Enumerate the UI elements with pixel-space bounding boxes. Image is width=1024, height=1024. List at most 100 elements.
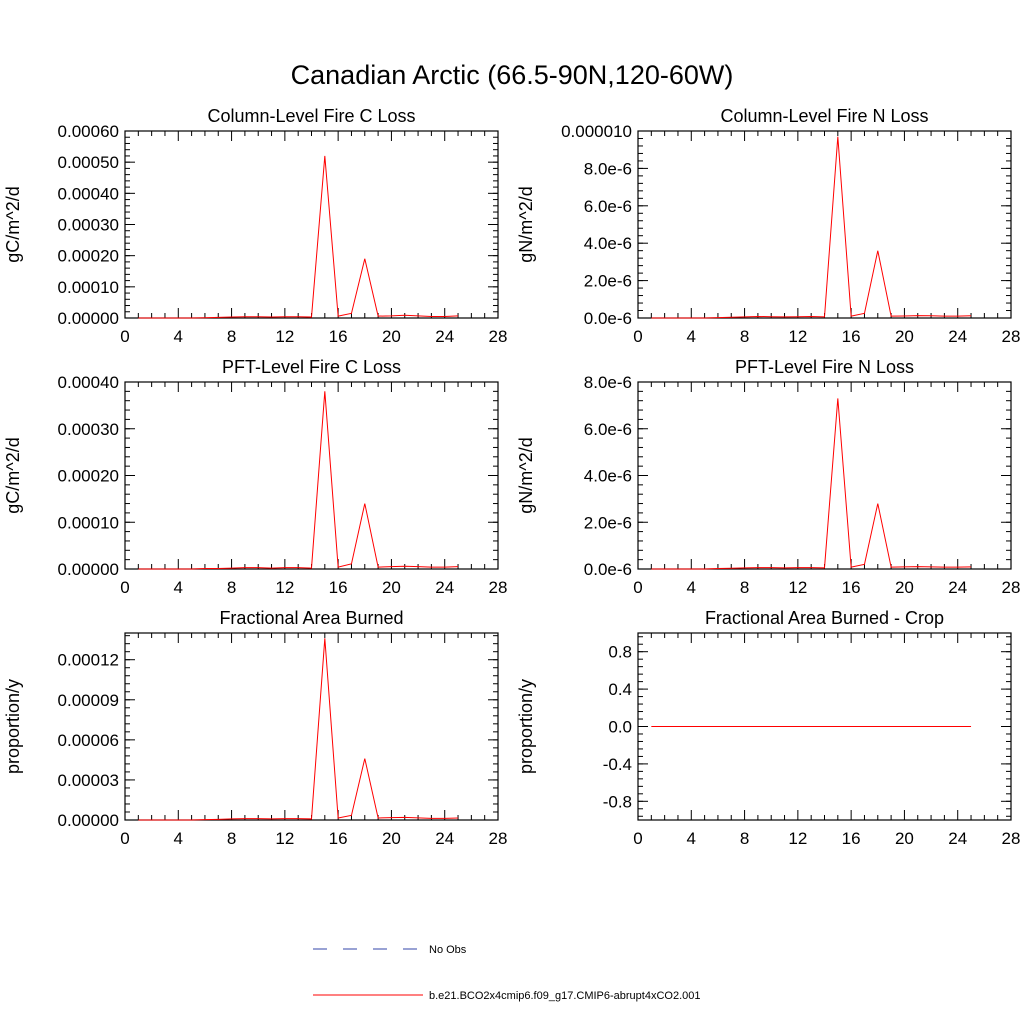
panel-4: PFT-Level Fire N Loss gN/m^2/d 0 4 8 12 16 20 24… xyxy=(516,357,1020,597)
y-tick-label: 0.00040 xyxy=(58,373,119,392)
y-tick-label: 0.00006 xyxy=(58,731,119,750)
x-tick-label: 24 xyxy=(948,327,967,346)
y-tick-label: 0.00000 xyxy=(58,811,119,830)
x-tick-label: 28 xyxy=(1002,829,1021,848)
x-tick-label: 12 xyxy=(275,578,294,597)
y-tick-label: 0.00020 xyxy=(58,467,119,486)
y-tick-label: 0.00010 xyxy=(58,513,119,532)
x-tick-label: 24 xyxy=(948,829,967,848)
panels: Column-Level Fire C Loss gC/m^2/d 0 4 8 12 16 2… xyxy=(3,106,1020,848)
x-tick-label: 4 xyxy=(687,327,696,346)
x-tick-label: 16 xyxy=(842,578,861,597)
y-tick-label: 8.0e-6 xyxy=(584,159,632,178)
y-tick-label: 0.0e-6 xyxy=(584,560,632,579)
series-line xyxy=(651,136,972,319)
y-tick-label: 0.00000 xyxy=(58,309,119,328)
x-tick-label: 8 xyxy=(740,829,749,848)
x-tick-label: 12 xyxy=(788,829,807,848)
panel-1: Column-Level Fire C Loss gC/m^2/d 0 4 8 12 16 2… xyxy=(3,106,507,346)
x-tick-label: 8 xyxy=(740,327,749,346)
y-tick-label: 2.0e-6 xyxy=(584,513,632,532)
x-tick-label: 4 xyxy=(687,829,696,848)
x-tick-label: 28 xyxy=(489,578,508,597)
x-tick-label: 12 xyxy=(275,327,294,346)
x-tick-label: 12 xyxy=(788,327,807,346)
y-tick-label: 0.00050 xyxy=(58,153,119,172)
x-tick-label: 24 xyxy=(435,327,454,346)
panel-title: Fractional Area Burned xyxy=(219,608,403,628)
series-line xyxy=(138,155,459,319)
x-tick-label: 12 xyxy=(275,829,294,848)
y-tick-label: 0.00010 xyxy=(58,278,119,297)
panel-title: PFT-Level Fire N Loss xyxy=(735,357,914,377)
x-tick-label: 28 xyxy=(1002,578,1021,597)
y-tick-label: 0.00060 xyxy=(58,122,119,141)
series-line xyxy=(651,398,972,570)
y-tick-label: 4.0e-6 xyxy=(584,234,632,253)
panel-3: PFT-Level Fire C Loss gC/m^2/d 0 4 8 12 16 20 24… xyxy=(3,357,507,597)
x-tick-label: 16 xyxy=(842,829,861,848)
y-axis-label: proportion/y xyxy=(3,679,23,774)
x-tick-label: 4 xyxy=(174,829,183,848)
plot-frame xyxy=(124,632,499,821)
x-tick-label: 24 xyxy=(435,578,454,597)
y-tick-label: 0.000010 xyxy=(561,122,632,141)
x-tick-label: 28 xyxy=(1002,327,1021,346)
x-tick-label: 20 xyxy=(895,327,914,346)
plot-frame xyxy=(637,130,1012,319)
panel-title: Column-Level Fire N Loss xyxy=(720,106,928,126)
legend-model-label: b.e21.BCO2x4cmip6.f09_g17.CMIP6-abrupt4x… xyxy=(429,990,701,1002)
y-tick-label: 0.00012 xyxy=(58,651,119,670)
x-tick-label: 8 xyxy=(227,578,236,597)
x-tick-label: 4 xyxy=(687,578,696,597)
x-tick-label: 28 xyxy=(489,327,508,346)
y-axis-label: gN/m^2/d xyxy=(516,437,536,513)
x-tick-label: 20 xyxy=(382,327,401,346)
x-tick-label: 20 xyxy=(382,578,401,597)
y-axis-label: gN/m^2/d xyxy=(516,186,536,262)
series-line xyxy=(138,391,459,570)
y-axis-label: gC/m^2/d xyxy=(3,186,23,262)
plot-frame xyxy=(124,381,499,570)
panel-6: Fractional Area Burned - Crop proportion/… xyxy=(516,608,1020,848)
panel-5: Fractional Area Burned proportion/y 0 4 8 12 1… xyxy=(3,608,507,848)
x-tick-label: 0 xyxy=(633,578,642,597)
y-axis-label: gC/m^2/d xyxy=(3,437,23,513)
x-tick-label: 20 xyxy=(382,829,401,848)
y-tick-label: 4.0e-6 xyxy=(584,467,632,486)
figure-title: Canadian Arctic (66.5-90N,120-60W) xyxy=(291,60,734,90)
legend-obs-label: No Obs xyxy=(429,944,467,956)
x-tick-label: 16 xyxy=(329,327,348,346)
x-tick-label: 0 xyxy=(633,327,642,346)
y-tick-label: 6.0e-6 xyxy=(584,420,632,439)
y-tick-label: -0.4 xyxy=(603,755,632,774)
x-tick-label: 16 xyxy=(329,829,348,848)
plot-frame xyxy=(124,130,499,319)
y-tick-label: 0.00030 xyxy=(58,216,119,235)
y-tick-label: 8.0e-6 xyxy=(584,373,632,392)
x-tick-label: 8 xyxy=(227,829,236,848)
y-tick-label: 0.8 xyxy=(608,643,632,662)
x-tick-label: 16 xyxy=(329,578,348,597)
panel-title: Fractional Area Burned - Crop xyxy=(705,608,944,628)
x-tick-label: 24 xyxy=(948,578,967,597)
x-tick-label: 12 xyxy=(788,578,807,597)
x-tick-label: 20 xyxy=(895,578,914,597)
y-tick-label: -0.8 xyxy=(603,792,632,811)
x-tick-label: 20 xyxy=(895,829,914,848)
legend: No Obs b.e21.BCO2x4cmip6.f09_g17.CMIP6-a… xyxy=(313,944,701,1002)
x-tick-label: 8 xyxy=(227,327,236,346)
y-tick-label: 0.0e-6 xyxy=(584,309,632,328)
panel-title: Column-Level Fire C Loss xyxy=(207,106,415,126)
y-axis-label: proportion/y xyxy=(516,679,536,774)
y-tick-label: 2.0e-6 xyxy=(584,272,632,291)
y-tick-label: 0.4 xyxy=(608,680,632,699)
x-tick-label: 0 xyxy=(120,829,129,848)
y-tick-label: 0.00040 xyxy=(58,184,119,203)
x-tick-label: 4 xyxy=(174,578,183,597)
series-line xyxy=(138,638,459,821)
y-tick-label: 6.0e-6 xyxy=(584,197,632,216)
y-tick-label: 0.00003 xyxy=(58,771,119,790)
x-tick-label: 0 xyxy=(120,327,129,346)
